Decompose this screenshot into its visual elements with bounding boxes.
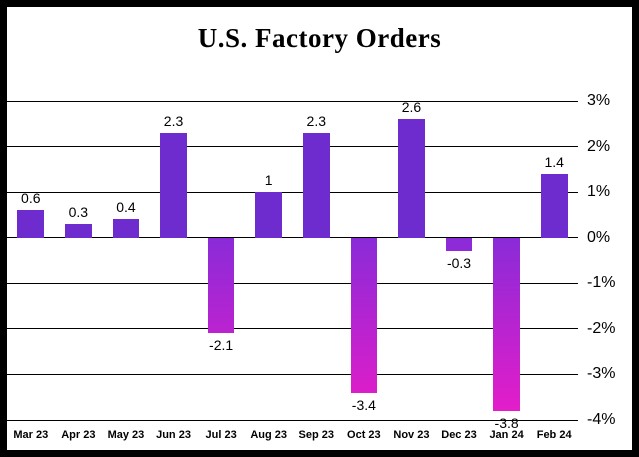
gridline [7, 373, 578, 375]
bar-nov-23 [398, 119, 425, 238]
bar-value-label: 0.3 [68, 204, 89, 221]
bar-mar-23 [17, 210, 45, 238]
bar-value-label: 1 [264, 172, 273, 189]
y-tick-label: 2% [587, 137, 611, 155]
bar-jul-23 [207, 237, 235, 334]
x-tick-label: Jun 23 [156, 429, 191, 441]
x-tick-label: Aug 23 [250, 429, 288, 441]
y-tick-label: -2% [587, 319, 616, 337]
x-tick-label: Jul 23 [205, 429, 237, 441]
bar-apr-23 [65, 224, 92, 238]
bar-dec-23 [445, 237, 473, 252]
gridline [7, 191, 578, 193]
bar-value-label: 2.3 [306, 112, 327, 129]
bar-jan-24 [493, 237, 520, 411]
x-tick-label: Apr 23 [61, 429, 96, 441]
bar-jun-23 [160, 132, 187, 238]
gridline [7, 237, 578, 239]
x-tick-label: Mar 23 [13, 429, 49, 441]
bar-value-label: 2.6 [401, 99, 422, 116]
bar-value-label: -3.8 [494, 414, 519, 431]
x-tick-label: Oct 23 [347, 429, 381, 441]
bar-value-label: -3.4 [351, 396, 376, 413]
x-tick-label: Feb 24 [536, 429, 572, 441]
bar-value-label: 1.4 [544, 153, 564, 170]
bar-sep-23 [302, 132, 330, 238]
y-tick-label: -3% [587, 365, 616, 383]
x-tick-label: Jan 24 [489, 429, 524, 441]
x-tick-label: Dec 23 [441, 429, 477, 441]
bar-value-label: 0.4 [116, 199, 136, 216]
gridline [7, 419, 578, 421]
x-axis-labels: Mar 23 Apr 23 May 23 Jun 23 Jul 23 Aug 23 Sep … [7, 420, 578, 450]
y-tick-label: 1% [587, 183, 611, 201]
bar-value-label: 2.3 [163, 112, 184, 129]
y-axis-labels: 3% 2% 1% 0% -1% -2% -3% -4% [578, 92, 632, 428]
bar-aug-23 [255, 192, 283, 238]
bar-may-23 [112, 219, 140, 238]
chart-canvas: U.S. Factory Orders 0.6 0.3 0.4 2.3 -2.1 1 2.3… [7, 7, 632, 450]
chart-title: U.S. Factory Orders [197, 23, 442, 53]
gridline [7, 282, 578, 284]
x-tick-label: Sep 23 [298, 429, 334, 441]
y-tick-label: 0% [587, 228, 611, 246]
bar-value-label: -2.1 [209, 337, 234, 354]
y-tick-label: -1% [587, 274, 616, 292]
bar-feb-24 [540, 173, 568, 238]
gridline [7, 328, 578, 330]
y-tick-label: 3% [587, 92, 611, 109]
x-tick-label: May 23 [107, 429, 145, 441]
gridline [7, 100, 578, 102]
chart-body: 0.6 0.3 0.4 2.3 -2.1 1 2.3 -3.4 2.6 -0.3 -3.8 1.4 3… [7, 92, 632, 431]
bar-value-label: 0.6 [21, 190, 41, 207]
bar-value-label: -0.3 [446, 255, 472, 272]
x-tick-label: Nov 23 [393, 429, 430, 441]
y-tick-label: -4% [587, 411, 616, 428]
plot-area: 0.6 0.3 0.4 2.3 -2.1 1 2.3 -3.4 2.6 -0.3 -3.8 1.4 [7, 99, 578, 431]
gridline [7, 146, 578, 148]
bar-oct-23 [350, 237, 378, 393]
